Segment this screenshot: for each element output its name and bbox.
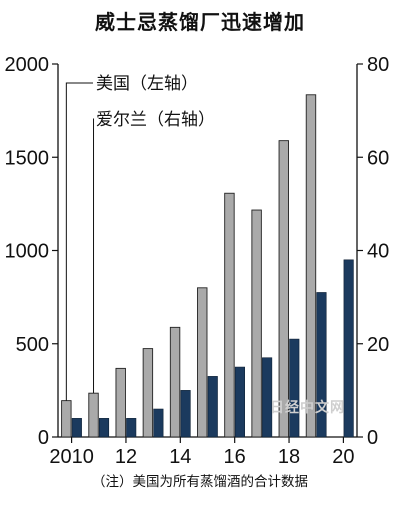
bar-us-2015 <box>197 287 208 438</box>
x-tick-label: 14 <box>169 446 191 468</box>
bar-us-2016 <box>224 192 235 438</box>
left-tick-label: 2000 <box>5 54 50 76</box>
right-tick-label: 60 <box>367 147 389 169</box>
bar-ireland-2020 <box>343 259 354 438</box>
bar-ireland-2014 <box>180 390 191 438</box>
left-tick-label: 1000 <box>5 241 50 263</box>
bar-ireland-2012 <box>126 418 137 438</box>
bar-us-2018 <box>278 140 289 438</box>
chart-title: 威士忌蒸馏厂迅速增加 <box>95 10 305 34</box>
bar-us-2014 <box>169 326 181 438</box>
x-tick-label: 18 <box>278 446 300 468</box>
bar-ireland-2016 <box>234 366 245 438</box>
bar-us-2012 <box>115 367 126 438</box>
left-tick-label: 1500 <box>5 147 50 169</box>
left-tick-label: 0 <box>38 427 49 449</box>
bar-ireland-2017 <box>262 357 273 438</box>
legend-leader-ireland <box>93 118 95 394</box>
x-tick-label: 2010 <box>49 446 94 468</box>
legend-label-us: 美国（左轴） <box>96 74 198 93</box>
bar-us-2011 <box>88 392 99 438</box>
bar-ireland-2011 <box>98 418 110 438</box>
right-tick-label: 0 <box>367 427 378 449</box>
bar-ireland-2019 <box>316 292 327 438</box>
bar-us-2010 <box>61 400 72 438</box>
bar-us-2013 <box>142 348 154 438</box>
right-tick-label: 20 <box>367 334 389 356</box>
bar-ireland-2010 <box>71 418 82 438</box>
left-tick-label: 500 <box>16 334 49 356</box>
bar-ireland-2013 <box>153 408 164 438</box>
x-tick-label: 12 <box>115 446 137 468</box>
right-tick-label: 40 <box>367 241 389 263</box>
watermark: 日经中文网 <box>270 400 345 416</box>
legend-label-ireland: 爱尔兰（右轴） <box>96 110 215 129</box>
chart-note: （注）美国为所有蒸馏酒的合计数据 <box>92 474 308 490</box>
legend-leader-us <box>65 82 93 401</box>
bar-us-2017 <box>251 209 262 438</box>
bar-ireland-2015 <box>207 376 218 438</box>
right-tick-label: 80 <box>367 54 389 76</box>
x-tick-label: 20 <box>332 446 354 468</box>
bar-ireland-2018 <box>289 338 300 438</box>
bar-us-2019 <box>305 94 317 438</box>
x-tick-label: 16 <box>224 446 246 468</box>
